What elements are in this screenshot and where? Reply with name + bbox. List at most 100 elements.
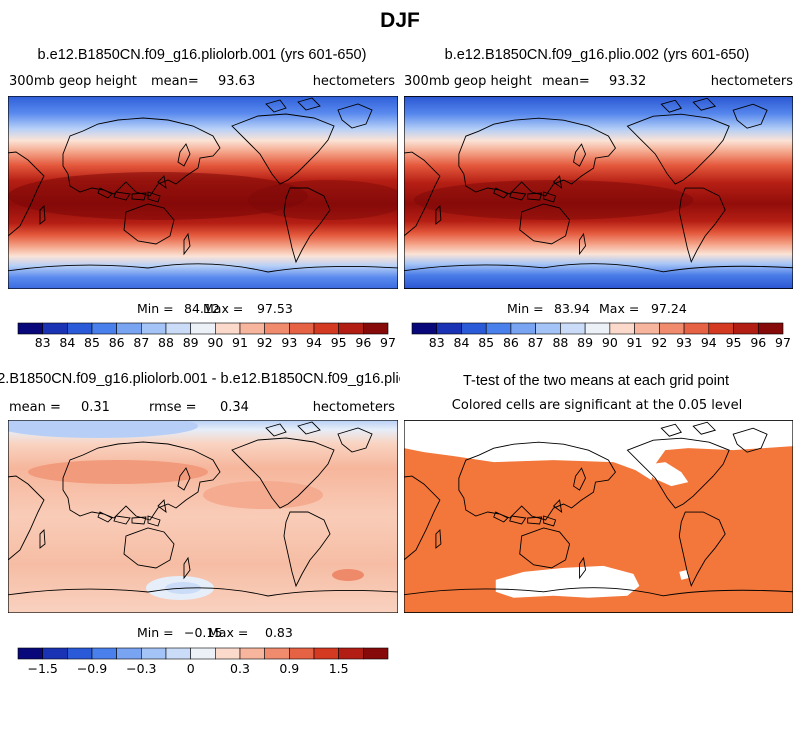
colorbar-swatch: [584, 322, 611, 335]
colorbar-swatch: [609, 322, 635, 335]
panel-2-min-value: 83.94: [554, 301, 590, 316]
colorbar-tick-label: 96: [750, 335, 766, 350]
colorbar-swatch: [141, 322, 167, 335]
colorbar-swatch: [683, 322, 710, 335]
colorbar-swatch: [535, 322, 561, 335]
panel-1-max-label: Max =: [203, 301, 243, 316]
panel-4-map: [404, 420, 793, 613]
panel-1-map: [8, 96, 398, 289]
panel-3: b.e12.B1850CN.f09_g16.pliolorb.001 - b.e…: [0, 371, 435, 676]
colorbar-swatch: [215, 647, 241, 660]
colorbar-tick-label: 90: [602, 335, 618, 350]
nonsignificant-region: [404, 420, 793, 481]
colorbar-swatch: [67, 322, 93, 335]
colorbar-swatch: [91, 322, 117, 335]
colorbar-tick-label: 85: [84, 335, 100, 350]
panel-3-max-label: Max =: [208, 625, 248, 640]
colorbar-swatch: [17, 647, 43, 660]
colorbar-tick-label: 94: [701, 335, 717, 350]
colorbar-tick-label: 87: [528, 335, 544, 350]
colorbar-tick-label: 1.5: [329, 661, 349, 676]
nonsignificant-region: [495, 565, 640, 598]
colorbar-tick-label: 93: [281, 335, 297, 350]
colorbar-swatch: [42, 647, 68, 660]
panel-3-title: b.e12.B1850CN.f09_g16.pliolorb.001 - b.e…: [0, 371, 435, 387]
colorbar-swatch: [313, 647, 339, 660]
panel-3-map: [8, 420, 398, 613]
colorbar-swatch: [165, 647, 191, 660]
colorbar-swatch: [91, 647, 117, 660]
colorbar-swatch: [560, 322, 586, 335]
colorbar-tick-label: 0.3: [230, 661, 250, 676]
panel-2-max-label: Max =: [599, 301, 639, 316]
colorbar-swatch: [485, 322, 512, 335]
colorbar-swatch: [67, 647, 93, 660]
colorbar-swatch: [239, 322, 265, 335]
colorbar-swatch: [510, 322, 536, 335]
panel-2-max-value: 97.24: [651, 301, 687, 316]
panel-2: b.e12.B1850CN.f09_g16.plio.002 (yrs 601-…: [404, 47, 794, 350]
colorbar-swatch: [411, 322, 438, 335]
colorbar-tick-label: 94: [306, 335, 322, 350]
colorbar-swatch: [436, 322, 462, 335]
panel-3-mean-value: 0.31: [81, 400, 110, 415]
colorbar-swatch: [733, 322, 759, 335]
colorbar-swatch: [338, 647, 364, 660]
colorbar-tick-label: 88: [552, 335, 568, 350]
colorbar-swatch: [116, 322, 142, 335]
colorbar-tick-label: −0.9: [77, 661, 107, 676]
panel-1-min-label: Min =: [137, 301, 174, 316]
panel-1: b.e12.B1850CN.f09_g16.pliolorb.001 (yrs …: [8, 47, 398, 350]
colorbar-tick-label: 87: [133, 335, 149, 350]
panel-1-variable: 300mb geop height: [9, 74, 137, 89]
colorbar-tick-label: 91: [232, 335, 248, 350]
colorbar-tick-label: 96: [355, 335, 371, 350]
colorbar-swatch: [165, 322, 191, 335]
colorbar-swatch: [461, 322, 487, 335]
colorbar-tick-label: 97: [380, 335, 396, 350]
colorbar-tick-label: 84: [454, 335, 470, 350]
colorbar-swatch: [141, 647, 167, 660]
panel-3-units: hectometers: [313, 400, 396, 415]
colorbar-tick-label: 97: [775, 335, 791, 350]
colorbar-tick-label: 89: [183, 335, 199, 350]
colorbar-swatch: [116, 647, 142, 660]
colorbar-swatch: [363, 322, 389, 335]
panel-3-mean-label: mean =: [9, 400, 61, 415]
colorbar-swatch: [239, 647, 265, 660]
panel-1-mean-value: 93.63: [218, 74, 255, 89]
panel-2-variable: 300mb geop height: [404, 74, 532, 89]
colorbar-swatch: [264, 647, 290, 660]
colorbar-tick-label: 88: [158, 335, 174, 350]
panel-3-max-value: 0.83: [265, 625, 293, 640]
panel-2-min-label: Min =: [507, 301, 544, 316]
colorbar-swatch: [659, 322, 685, 335]
nonsignificant-region: [679, 569, 690, 580]
colorbar-tick-label: −0.3: [126, 661, 156, 676]
colorbar-tick-label: 93: [676, 335, 692, 350]
panel-2-title: b.e12.B1850CN.f09_g16.plio.002 (yrs 601-…: [445, 47, 750, 63]
panel-1-min-value: 84.12: [184, 301, 220, 316]
panel-4: T-test of the two means at each grid poi…: [404, 373, 793, 613]
colorbar-swatch: [264, 322, 290, 335]
colorbar-tick-label: 86: [503, 335, 519, 350]
colorbar-1: 83 84 85 86 87 88 89 90 91 92 93 94 95 96 97: [17, 322, 396, 350]
colorbar-tick-label: 83: [35, 335, 51, 350]
panel-3-min-label: Min =: [137, 625, 174, 640]
colorbar-swatch: [190, 647, 216, 660]
colorbar-tick-label: 0.9: [279, 661, 299, 676]
colorbar-tick-label: 86: [109, 335, 125, 350]
colorbar-tick-label: 83: [429, 335, 445, 350]
panel-3-rmse-label: rmse =: [149, 400, 197, 415]
colorbar-swatch: [363, 647, 389, 660]
colorbar-tick-label: 95: [726, 335, 742, 350]
panel-2-units: hectometers: [711, 74, 794, 89]
colorbar-swatch: [215, 322, 241, 335]
colorbar-tick-label: 84: [59, 335, 75, 350]
figure-supertitle: DJF: [380, 9, 420, 32]
panel-2-mean-label: mean=: [542, 74, 590, 89]
panel-1-mean-label: mean=: [151, 74, 199, 89]
colorbar-tick-label: 85: [478, 335, 494, 350]
colorbar-swatch: [289, 322, 315, 335]
